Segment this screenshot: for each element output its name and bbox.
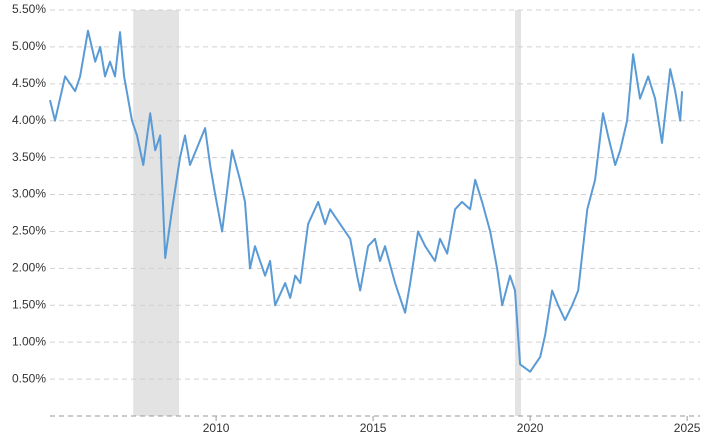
x-tick-label: 2025 xyxy=(674,421,701,435)
y-tick-label: 1.00% xyxy=(12,334,46,348)
y-tick-label: 5.00% xyxy=(12,39,46,53)
y-tick-label: 4.50% xyxy=(12,76,46,90)
y-tick-label: 1.50% xyxy=(12,297,46,311)
y-tick-label: 3.00% xyxy=(12,187,46,201)
yield-line xyxy=(49,29,684,373)
y-tick-label: 0.50% xyxy=(12,371,46,385)
y-tick-label: 4.00% xyxy=(12,113,46,127)
y-tick-label: 2.50% xyxy=(12,224,46,238)
y-tick-label: 2.00% xyxy=(12,261,46,275)
y-tick-label: 5.50% xyxy=(12,2,46,16)
x-tick-label: 2020 xyxy=(517,421,544,435)
x-tick-label: 2015 xyxy=(360,421,387,435)
x-tick-label: 2010 xyxy=(203,421,230,435)
y-tick-label: 3.50% xyxy=(12,150,46,164)
recession-band xyxy=(515,10,522,416)
